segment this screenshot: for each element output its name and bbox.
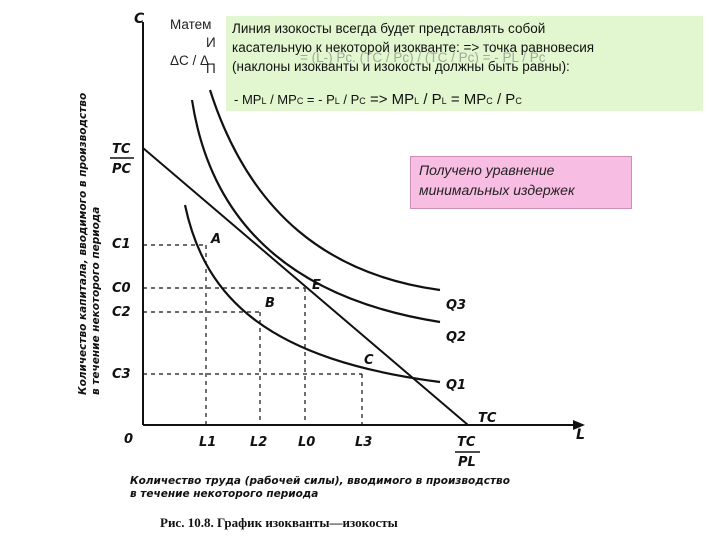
- y-tick-c1: C1: [112, 237, 131, 252]
- svg-text:Количество капитала, вводимого: Количество капитала, вводимого в произво…: [77, 93, 89, 395]
- x-tick-l3: L3: [355, 435, 372, 450]
- tc-pc-numerator: TC: [112, 142, 131, 157]
- x-axis-title-line1: Количество труда (рабочей силы), вводимо…: [130, 475, 510, 487]
- point-b-label: B: [265, 296, 275, 311]
- x-axis-arrowhead: [573, 420, 585, 430]
- note-line-2: касательную к некоторой изокванте: => то…: [232, 40, 595, 55]
- explanation-note: Линия изокосты всегда будет представлять…: [226, 16, 703, 111]
- x-axis-letter: L: [576, 427, 585, 443]
- note-line-1: Линия изокосты всегда будет представлять…: [232, 21, 546, 36]
- isoquant-q2-label: Q2: [446, 330, 466, 345]
- hidden-slide-fragment-2: И: [206, 35, 216, 50]
- tc-pc-denominator: PC: [112, 162, 132, 177]
- y-axis-letter: C: [134, 11, 145, 27]
- y-tick-c2: C2: [112, 305, 131, 320]
- tc-pl-denominator: PL: [458, 455, 476, 470]
- isoquant-q1: [183, 204, 441, 384]
- origin-label: 0: [124, 432, 133, 447]
- x-tick-l0: L0: [298, 435, 315, 450]
- x-axis-title-line2: в течение некоторого периода: [130, 488, 318, 500]
- isoquant-q2: [190, 99, 441, 324]
- tc-pl-numerator: TC: [457, 435, 476, 450]
- isoquant-q1-label: Q1: [446, 378, 466, 393]
- note-line-3: (наклоны изокванты и изокосты должны быт…: [232, 59, 570, 74]
- y-axis-title: Количество капитала, вводимого в произво…: [77, 93, 102, 395]
- dashed-guides: [143, 244, 363, 425]
- y-tick-c0: C0: [112, 281, 131, 296]
- isoquant-q3-label: Q3: [446, 298, 466, 313]
- x-tick-l1: L1: [199, 435, 216, 450]
- equilibrium-equation: - MPL / MPC = - PL / PC => MPL / PL = MP…: [234, 91, 522, 108]
- hidden-slide-title: Матем: [170, 17, 212, 32]
- x-tick-l2: L2: [250, 435, 267, 450]
- y-tick-c3: C3: [112, 367, 131, 382]
- point-c-label: C: [364, 353, 374, 368]
- point-a-label: A: [210, 232, 221, 247]
- hidden-slide-fragment-4: П: [206, 61, 216, 76]
- note-ghost-text: = (L-) Pc. (TC / Pc) / (TC / Pc) = - PL …: [300, 50, 546, 65]
- isocost-label: TC: [478, 411, 497, 426]
- isoquant-q3: [208, 89, 441, 292]
- hidden-slide-fragment-3: ΔC / Δ: [170, 53, 210, 68]
- result-callout: Получено уравнение минимальных издержек: [410, 156, 632, 209]
- svg-text:в течение некоторого периода: в течение некоторого периода: [90, 207, 102, 395]
- figure-caption: Рис. 10.8. График изокванты—изокосты: [160, 515, 398, 530]
- point-e-label: E: [312, 278, 321, 293]
